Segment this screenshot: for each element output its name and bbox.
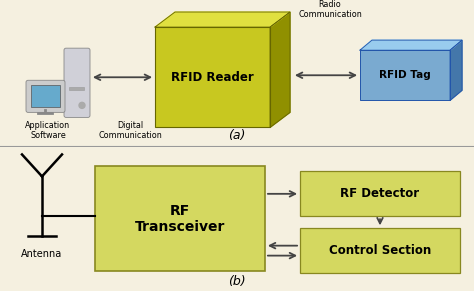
Polygon shape <box>360 40 462 50</box>
Polygon shape <box>270 12 290 127</box>
FancyBboxPatch shape <box>155 27 270 127</box>
Polygon shape <box>155 12 290 27</box>
Text: (a): (a) <box>228 129 246 143</box>
Text: Radio
Communication: Radio Communication <box>298 0 362 19</box>
FancyBboxPatch shape <box>360 50 450 100</box>
FancyBboxPatch shape <box>300 228 460 273</box>
Text: Digital
Communication: Digital Communication <box>98 121 162 141</box>
Text: RFID Reader: RFID Reader <box>171 71 254 84</box>
Text: (b): (b) <box>228 275 246 288</box>
FancyBboxPatch shape <box>69 87 84 90</box>
FancyBboxPatch shape <box>31 85 60 107</box>
Text: Application
Software: Application Software <box>26 121 71 141</box>
Text: RFID Tag: RFID Tag <box>379 70 431 80</box>
FancyBboxPatch shape <box>300 171 460 216</box>
Circle shape <box>79 102 85 108</box>
FancyBboxPatch shape <box>26 80 65 112</box>
Text: Control Section: Control Section <box>329 244 431 257</box>
Text: RF
Transceiver: RF Transceiver <box>135 204 225 234</box>
FancyBboxPatch shape <box>95 166 265 271</box>
Polygon shape <box>450 40 462 100</box>
Text: RF Detector: RF Detector <box>340 187 419 200</box>
Text: Antenna: Antenna <box>21 249 63 259</box>
FancyBboxPatch shape <box>64 48 90 117</box>
